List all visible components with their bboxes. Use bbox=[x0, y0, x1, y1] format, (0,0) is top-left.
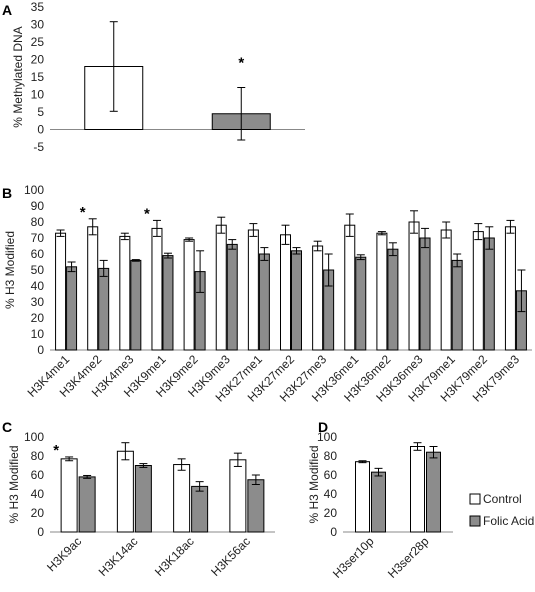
pb-ytick-label: 100 bbox=[24, 183, 44, 197]
pc-bar-control bbox=[116, 450, 134, 533]
pc-ytick-label: 20 bbox=[31, 506, 45, 520]
pb-ytick-label: 70 bbox=[31, 231, 45, 245]
pb-bar-folic-acid bbox=[483, 237, 495, 351]
pb-ytick-label: 10 bbox=[31, 327, 45, 341]
pb-bar-folic-acid bbox=[258, 253, 270, 351]
pb-bar-control bbox=[472, 231, 484, 351]
panel-letter-b: B bbox=[2, 185, 12, 201]
pb-bar-folic-acid bbox=[419, 237, 431, 351]
pd-bar-control bbox=[355, 461, 370, 533]
pb-significance-star: * bbox=[80, 204, 86, 221]
pb-bar-folic-acid bbox=[291, 250, 302, 351]
pc-bar-control bbox=[173, 464, 191, 533]
pc-category-label: H3K18ac bbox=[152, 534, 197, 579]
pd-category-label: H3ser10p bbox=[330, 534, 377, 581]
legend-swatch-folic-acid bbox=[469, 515, 481, 527]
pd-ytick-label: 100 bbox=[317, 430, 337, 444]
pa-ytick-label: 0 bbox=[37, 123, 44, 137]
pb-bar-folic-acid bbox=[98, 267, 110, 351]
pb-ytick-label: 80 bbox=[31, 215, 45, 229]
pb-bar-control bbox=[376, 232, 388, 351]
pb-ytick-label: 20 bbox=[31, 311, 45, 325]
pc-bar-control bbox=[229, 459, 247, 533]
pb-bar-folic-acid bbox=[66, 266, 78, 351]
pd-category-label: H3ser28p bbox=[385, 534, 432, 581]
pc-y-axis-label: % H3 Modified bbox=[7, 445, 21, 523]
legend-swatch-control bbox=[469, 493, 481, 505]
pb-ytick-label: 40 bbox=[31, 279, 45, 293]
panel-letter-a: A bbox=[2, 2, 12, 18]
panel-letter-d: D bbox=[318, 419, 328, 435]
pb-bar-control bbox=[504, 226, 516, 351]
pc-bar-folic-acid bbox=[191, 485, 209, 533]
pc-category-label: H3K56ac bbox=[208, 534, 253, 579]
pc-bar-control bbox=[60, 458, 78, 533]
chart-panel-d: 0 20 40 60 80 100% H3 Modified H3ser10p H3ser28… bbox=[307, 430, 453, 581]
pb-bar-control bbox=[151, 227, 163, 351]
legend-label-control: Control bbox=[483, 492, 522, 506]
pb-bar-control bbox=[55, 232, 67, 351]
pb-ytick-label: 0 bbox=[37, 343, 44, 357]
pa-ytick-label: 10 bbox=[31, 88, 45, 102]
pa-ytick-label: 15 bbox=[31, 70, 45, 84]
pa-ytick-label: -5 bbox=[33, 140, 44, 154]
pc-ytick-label: 80 bbox=[31, 449, 45, 463]
pb-bar-folic-acid bbox=[162, 255, 174, 351]
pa-ytick-label: 20 bbox=[31, 53, 45, 67]
pd-bar-folic-acid bbox=[426, 451, 441, 533]
pb-bar-folic-acid bbox=[130, 259, 142, 351]
pb-ytick-label: 60 bbox=[31, 247, 45, 261]
pd-ytick-label: 0 bbox=[330, 525, 337, 539]
pb-bar-folic-acid bbox=[451, 259, 463, 351]
pd-ytick-label: 20 bbox=[324, 506, 338, 520]
pc-ytick-label: 60 bbox=[31, 468, 45, 482]
pa-y-axis-label: % Methylated DNA bbox=[11, 26, 25, 127]
pb-y-axis-label: % H3 Modified bbox=[3, 231, 17, 309]
pc-ytick-label: 100 bbox=[24, 430, 44, 444]
pa-ytick-label: 30 bbox=[31, 18, 45, 32]
panel-letter-c: C bbox=[2, 419, 12, 435]
pb-bar-control bbox=[119, 235, 131, 351]
pb-bar-folic-acid bbox=[226, 243, 238, 351]
pd-y-axis-label: % H3 Modified bbox=[307, 445, 321, 523]
pc-bar-folic-acid bbox=[78, 476, 96, 533]
pb-bar-folic-acid bbox=[387, 248, 399, 351]
pb-ytick-label: 90 bbox=[31, 199, 45, 213]
pa-significance-star: * bbox=[238, 55, 244, 72]
pb-bar-control bbox=[215, 224, 227, 351]
pa-ytick-label: 5 bbox=[37, 105, 44, 119]
pd-bar-control bbox=[410, 446, 425, 533]
pb-bar-control bbox=[344, 224, 356, 351]
pc-bar-folic-acid bbox=[247, 479, 265, 533]
pb-bar-control bbox=[408, 221, 420, 351]
pb-bar-control bbox=[312, 245, 324, 351]
pb-bar-control bbox=[280, 234, 291, 351]
pc-significance-star: * bbox=[53, 442, 59, 459]
pc-category-label: H3K9ac bbox=[44, 534, 84, 574]
pa-ytick-label: 35 bbox=[31, 0, 45, 14]
pd-ytick-label: 40 bbox=[324, 487, 338, 501]
pd-ytick-label: 60 bbox=[324, 468, 338, 482]
pd-bar-folic-acid bbox=[371, 471, 386, 533]
pc-category-label: H3K14ac bbox=[96, 534, 141, 579]
legend-label-folic-acid: Folic Acid bbox=[483, 514, 534, 528]
pb-bar-control bbox=[247, 229, 259, 351]
pb-bar-control bbox=[183, 239, 195, 351]
pc-ytick-label: 0 bbox=[37, 525, 44, 539]
pb-bar-control bbox=[87, 226, 99, 351]
pb-ytick-label: 50 bbox=[31, 263, 45, 277]
pd-ytick-label: 80 bbox=[324, 449, 338, 463]
pb-bar-control bbox=[440, 229, 452, 351]
pb-ytick-label: 30 bbox=[31, 295, 45, 309]
pb-significance-star: * bbox=[144, 205, 150, 222]
pc-ytick-label: 40 bbox=[31, 487, 45, 501]
pc-bar-folic-acid bbox=[134, 465, 152, 533]
pb-bar-folic-acid bbox=[355, 256, 367, 351]
pa-ytick-label: 25 bbox=[31, 35, 45, 49]
legend: Control Folic Acid bbox=[469, 492, 534, 528]
chart-panel-a: -5 0 5 10 15 20 25 30 35 % Methylated DNA * bbox=[11, 0, 305, 154]
